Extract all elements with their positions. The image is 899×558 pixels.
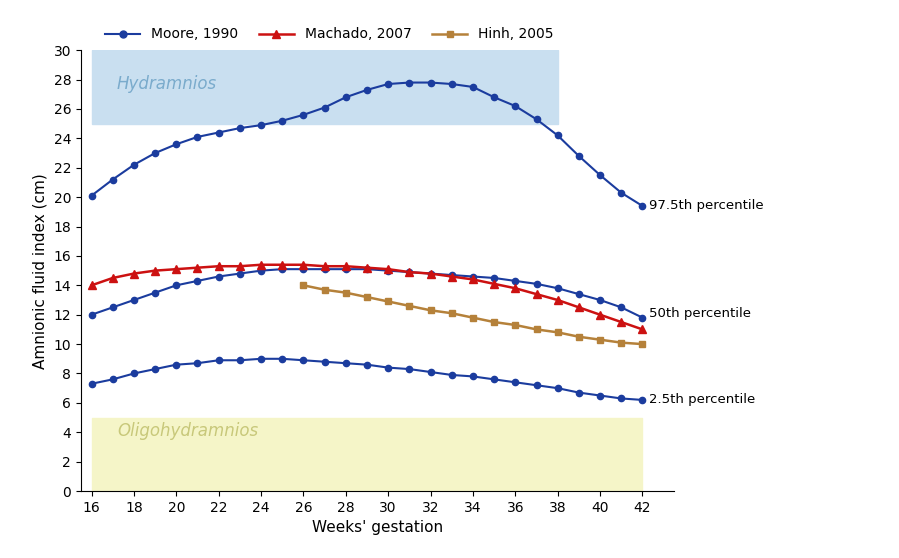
Text: Oligohydramnios: Oligohydramnios — [117, 422, 258, 440]
Text: Hydramnios: Hydramnios — [117, 75, 217, 93]
Y-axis label: Amnionic fluid index (cm): Amnionic fluid index (cm) — [33, 173, 48, 368]
Text: 97.5th percentile: 97.5th percentile — [649, 199, 763, 213]
Text: 50th percentile: 50th percentile — [649, 307, 751, 320]
X-axis label: Weeks' gestation: Weeks' gestation — [312, 520, 443, 535]
Legend: Moore, 1990, Machado, 2007, Hinh, 2005: Moore, 1990, Machado, 2007, Hinh, 2005 — [100, 22, 559, 47]
Bar — [92, 417, 643, 491]
Bar — [92, 50, 557, 124]
Text: 2.5th percentile: 2.5th percentile — [649, 393, 755, 406]
